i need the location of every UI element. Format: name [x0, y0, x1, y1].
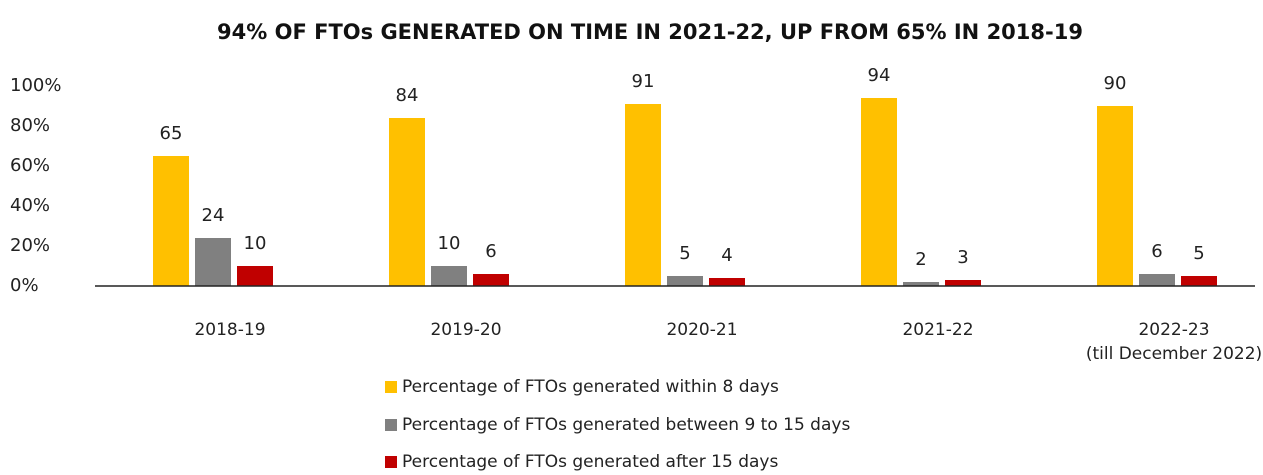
bar	[861, 98, 897, 286]
legend-label: Percentage of FTOs generated between 9 t…	[402, 414, 851, 435]
data-label: 5	[1193, 243, 1204, 264]
data-label: 2	[915, 249, 926, 270]
data-label: 6	[485, 241, 496, 262]
data-label: 94	[868, 65, 891, 86]
x-tick-label: 2022-23 (till December 2022)	[1085, 320, 1263, 364]
bar	[389, 118, 425, 286]
y-tick-label: 100%	[10, 75, 61, 96]
legend-label: Percentage of FTOs generated within 8 da…	[402, 377, 779, 397]
y-tick-label: 20%	[10, 235, 50, 256]
legend-swatch	[385, 418, 397, 431]
data-label: 3	[957, 247, 968, 268]
legend-item: Percentage of FTOs generated within 8 da…	[385, 377, 779, 397]
data-label: 10	[438, 233, 461, 254]
data-label: 6	[1151, 241, 1162, 262]
x-tick-label: 2020-21	[666, 320, 738, 340]
x-tick-label: 2018-19	[194, 320, 266, 340]
data-label: 65	[160, 123, 183, 144]
bar	[431, 266, 467, 286]
legend-item: Percentage of FTOs generated between 9 t…	[385, 415, 850, 435]
bar	[237, 266, 273, 286]
bar	[1097, 106, 1133, 286]
bar	[709, 278, 745, 286]
data-label: 84	[396, 85, 419, 106]
bar	[625, 104, 661, 286]
bar	[667, 276, 703, 286]
data-label: 90	[1104, 73, 1127, 94]
legend-item: Percentage of FTOs generated after 15 da…	[385, 452, 778, 472]
data-label: 5	[679, 243, 690, 264]
bar	[473, 274, 509, 286]
bar	[945, 280, 981, 286]
bar	[903, 282, 939, 286]
chart-title: 94% OF FTOs GENERATED ON TIME IN 2021-22…	[217, 20, 1083, 44]
data-label: 91	[632, 71, 655, 92]
y-tick-label: 80%	[10, 115, 50, 136]
legend-label: Percentage of FTOs generated after 15 da…	[402, 452, 779, 472]
bar	[153, 156, 189, 286]
data-label: 4	[721, 245, 732, 266]
data-label: 10	[244, 233, 267, 254]
data-label: 24	[202, 205, 225, 226]
x-tick-label: 2021-22	[902, 320, 974, 340]
bar	[195, 238, 231, 286]
x-tick-label: 2019-20	[430, 320, 502, 340]
bar	[1181, 276, 1217, 286]
y-tick-label: 0%	[10, 275, 39, 296]
y-tick-label: 60%	[10, 155, 50, 176]
bar	[1139, 274, 1175, 286]
legend-swatch	[385, 456, 397, 468]
legend-swatch	[385, 381, 397, 393]
y-tick-label: 40%	[10, 195, 50, 216]
